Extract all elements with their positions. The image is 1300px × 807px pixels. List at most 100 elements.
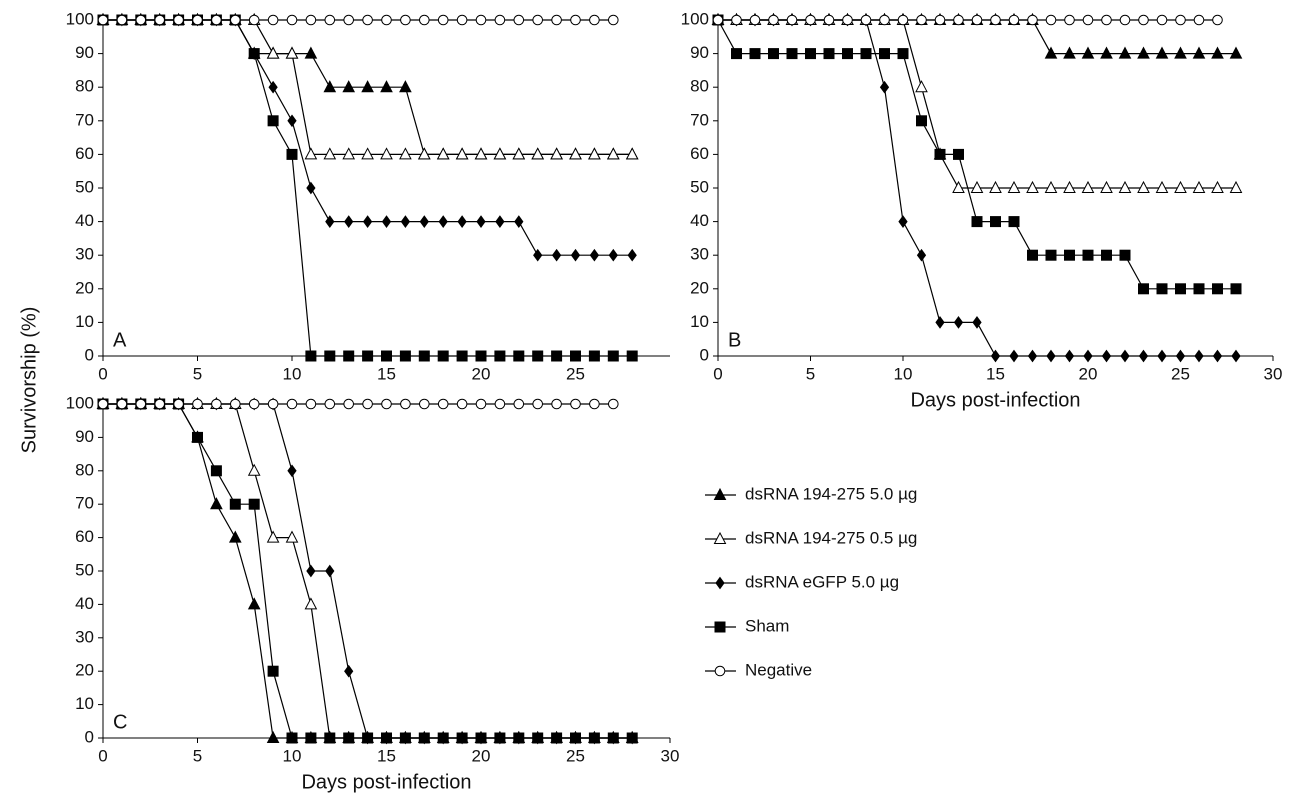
y-tick-label: 70 [75, 110, 94, 129]
panel-label: B [728, 329, 741, 351]
x-tick-label: 10 [283, 746, 302, 765]
diamond-marker [1009, 349, 1019, 363]
triangle-marker [342, 147, 356, 160]
circle-marker [456, 398, 468, 410]
square-marker [1101, 249, 1112, 261]
square-marker [897, 48, 909, 60]
circle-marker [513, 398, 525, 410]
diamond-marker [533, 248, 543, 262]
circle-marker [248, 398, 260, 410]
panel-label: C [113, 711, 127, 733]
triangle-marker [436, 147, 450, 160]
square-marker [305, 350, 317, 362]
diamond-marker [627, 248, 637, 262]
square-marker [1027, 249, 1038, 261]
square-marker [286, 148, 298, 160]
triangle-marker [1044, 180, 1058, 193]
diamond-marker [879, 80, 890, 94]
y-tick-label: 40 [690, 211, 709, 230]
x-tick-label: 25 [566, 364, 585, 383]
circle-marker [116, 398, 128, 410]
circle-marker [135, 14, 147, 26]
diamond-marker [1231, 349, 1241, 363]
square-marker [1045, 249, 1057, 261]
x-tick-label: 25 [566, 746, 585, 765]
circle-marker [437, 14, 449, 26]
circle-marker [786, 14, 798, 26]
y-tick-label: 10 [690, 312, 709, 331]
square-marker [437, 732, 449, 744]
circle-marker [1064, 14, 1075, 26]
circle-marker [362, 398, 373, 410]
triangle-marker [1211, 46, 1224, 59]
square-marker [210, 465, 222, 477]
circle-marker [192, 14, 203, 26]
square-marker [399, 732, 411, 744]
circle-marker [173, 398, 184, 410]
square-marker [1212, 283, 1223, 295]
triangle-marker [1026, 180, 1039, 193]
square-marker [513, 732, 525, 744]
x-tick-label: 20 [472, 364, 491, 383]
legend-label: dsRNA eGFP 5.0 µg [745, 572, 899, 591]
square-marker [381, 350, 392, 362]
diamond-marker [381, 215, 392, 228]
x-tick-label: 10 [894, 364, 913, 383]
y-tick-label: 20 [75, 278, 94, 297]
diamond-marker [344, 664, 354, 678]
y-tick-label: 50 [75, 177, 94, 196]
diamond-marker [1046, 349, 1056, 363]
circle-marker [971, 14, 983, 26]
triangle-marker [1100, 180, 1113, 193]
diamond-marker [438, 215, 448, 228]
x-tick-label: 30 [661, 746, 680, 765]
x-tick-label: 15 [377, 364, 396, 383]
triangle-marker [1192, 180, 1206, 193]
circle-marker [823, 14, 835, 26]
triangle-marker [380, 147, 393, 160]
square-marker [305, 732, 317, 744]
square-marker [399, 350, 411, 362]
square-marker [513, 350, 525, 362]
square-marker [842, 48, 853, 60]
triangle-marker [361, 147, 374, 160]
triangle-marker [531, 147, 545, 160]
triangle-marker [493, 147, 507, 160]
triangle-marker [625, 147, 639, 160]
square-marker [418, 732, 430, 744]
square-marker [381, 732, 392, 744]
legend-label: dsRNA 194-275 5.0 µg [745, 484, 917, 503]
y-tick-label: 50 [690, 177, 709, 196]
triangle-marker [1044, 46, 1058, 59]
square-marker [971, 216, 983, 228]
y-tick-label: 60 [75, 527, 94, 546]
triangle-marker [1229, 180, 1243, 193]
y-tick-label: 70 [75, 494, 94, 513]
square-marker [551, 732, 563, 744]
square-marker [192, 431, 203, 443]
diamond-marker [400, 215, 411, 228]
y-tick-label: 70 [690, 110, 709, 129]
triangle-marker [1118, 180, 1132, 193]
y-tick-label: 40 [75, 594, 94, 613]
circle-marker [381, 14, 392, 26]
square-marker [626, 732, 638, 744]
y-tick-label: 80 [75, 77, 94, 96]
circle-marker [990, 14, 1001, 26]
diamond-marker [1157, 349, 1167, 363]
triangle-marker [380, 80, 393, 93]
triangle-marker [588, 147, 601, 160]
y-tick-label: 0 [700, 345, 709, 364]
square-marker [607, 350, 619, 362]
legend-label: Negative [745, 660, 812, 679]
square-marker [532, 732, 544, 744]
circle-marker [934, 14, 946, 26]
triangle-marker [970, 180, 984, 193]
square-marker [731, 48, 742, 60]
square-marker [324, 350, 336, 362]
legend-marker [715, 576, 725, 590]
circle-marker [381, 398, 392, 410]
triangle-marker [1155, 180, 1169, 193]
x-tick-label: 10 [283, 364, 302, 383]
y-tick-label: 60 [690, 144, 709, 163]
